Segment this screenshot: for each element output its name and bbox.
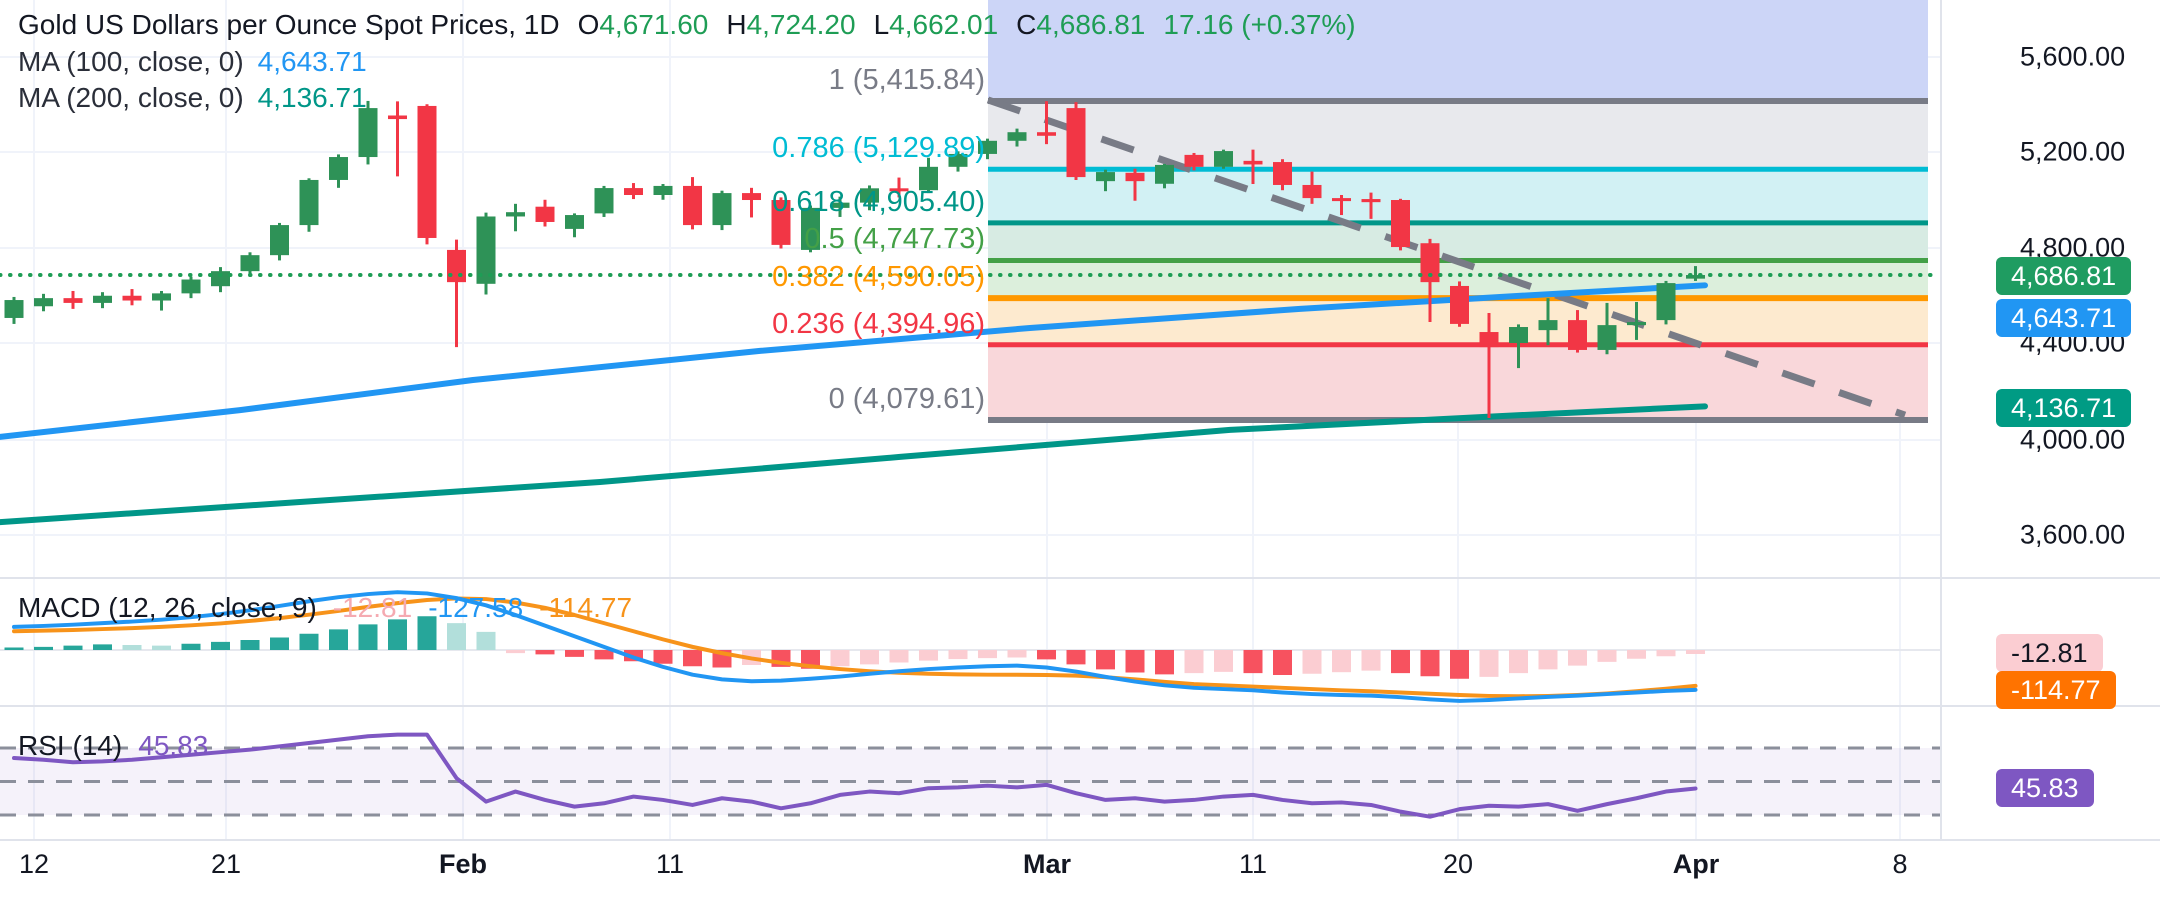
macd-hist-value: -12.81 <box>332 592 413 623</box>
time-axis-label: 21 <box>210 849 242 879</box>
ma200-legend[interactable]: MA (200, close, 0) 4,136.71 <box>18 80 1356 116</box>
price-badge: 4,136.71 <box>1996 389 2132 427</box>
price-badge: -114.77 <box>1996 671 2116 709</box>
ma100-legend[interactable]: MA (100, close, 0) 4,643.71 <box>18 44 1356 80</box>
ohlc-close: C4,686.81 <box>1016 9 1146 40</box>
symbol-title-row[interactable]: Gold US Dollars per Ounce Spot Prices, 1… <box>18 6 1356 44</box>
fib-level-label: 1 (5,415.84) <box>828 63 985 96</box>
macd-label: MACD (12, 26, close, 9) <box>18 592 317 623</box>
ma200-value: 4,136.71 <box>257 82 367 113</box>
ohlc-open: O4,671.60 <box>577 9 709 40</box>
time-axis-label: 11 <box>1238 849 1268 879</box>
time-axis-label: 20 <box>1442 849 1474 879</box>
fib-level-label: 0.786 (5,129.89) <box>772 132 985 165</box>
price-badge: 4,686.81 <box>1996 257 2132 295</box>
fib-level-label: 0.382 (4,590.05) <box>772 261 985 294</box>
price-axis-label: 4,000.00 <box>2020 424 2126 455</box>
time-axis-label: Apr <box>1672 849 1720 879</box>
rsi-value: 45.83 <box>138 730 209 761</box>
time-axis-label: 8 <box>1892 849 1908 879</box>
ohlc-high: H4,724.20 <box>726 9 856 40</box>
time-axis-label: 12 <box>18 849 50 879</box>
rsi-legend[interactable]: RSI (14) 45.83 <box>18 730 208 762</box>
ma200-label: MA (200, close, 0) <box>18 82 244 113</box>
price-badge: -12.81 <box>1996 634 2103 672</box>
macd-line-value: -127.58 <box>428 592 524 623</box>
rsi-label: RSI (14) <box>18 730 123 761</box>
time-axis-label: Mar <box>1022 849 1072 879</box>
symbol-title[interactable]: Gold US Dollars per Ounce Spot Prices, 1… <box>18 9 560 40</box>
price-badge: 45.83 <box>1996 769 2094 807</box>
fib-level-label: 0.236 (4,394.96) <box>772 307 985 340</box>
macd-signal-value: -114.77 <box>539 592 633 623</box>
ma100-label: MA (100, close, 0) <box>18 46 244 77</box>
change-value: 17.16 (+0.37%) <box>1163 9 1356 40</box>
price-badge: 4,643.71 <box>1996 299 2132 337</box>
time-axis-label: 11 <box>655 849 685 879</box>
price-axis-label: 3,600.00 <box>2020 519 2126 550</box>
macd-legend[interactable]: MACD (12, 26, close, 9) -12.81 -127.58 -… <box>18 592 632 624</box>
price-axis-label: 5,200.00 <box>2020 136 2126 167</box>
time-axis-label: Feb <box>438 849 488 879</box>
price-axis-label: 5,600.00 <box>2020 41 2126 72</box>
fib-level-label: 0.5 (4,747.73) <box>804 223 985 256</box>
fib-level-label: 0.618 (4,905.40) <box>772 185 985 218</box>
ma100-value: 4,643.71 <box>257 46 367 77</box>
ohlc-low: L4,662.01 <box>873 9 999 40</box>
fib-level-label: 0 (4,079.61) <box>828 382 985 415</box>
